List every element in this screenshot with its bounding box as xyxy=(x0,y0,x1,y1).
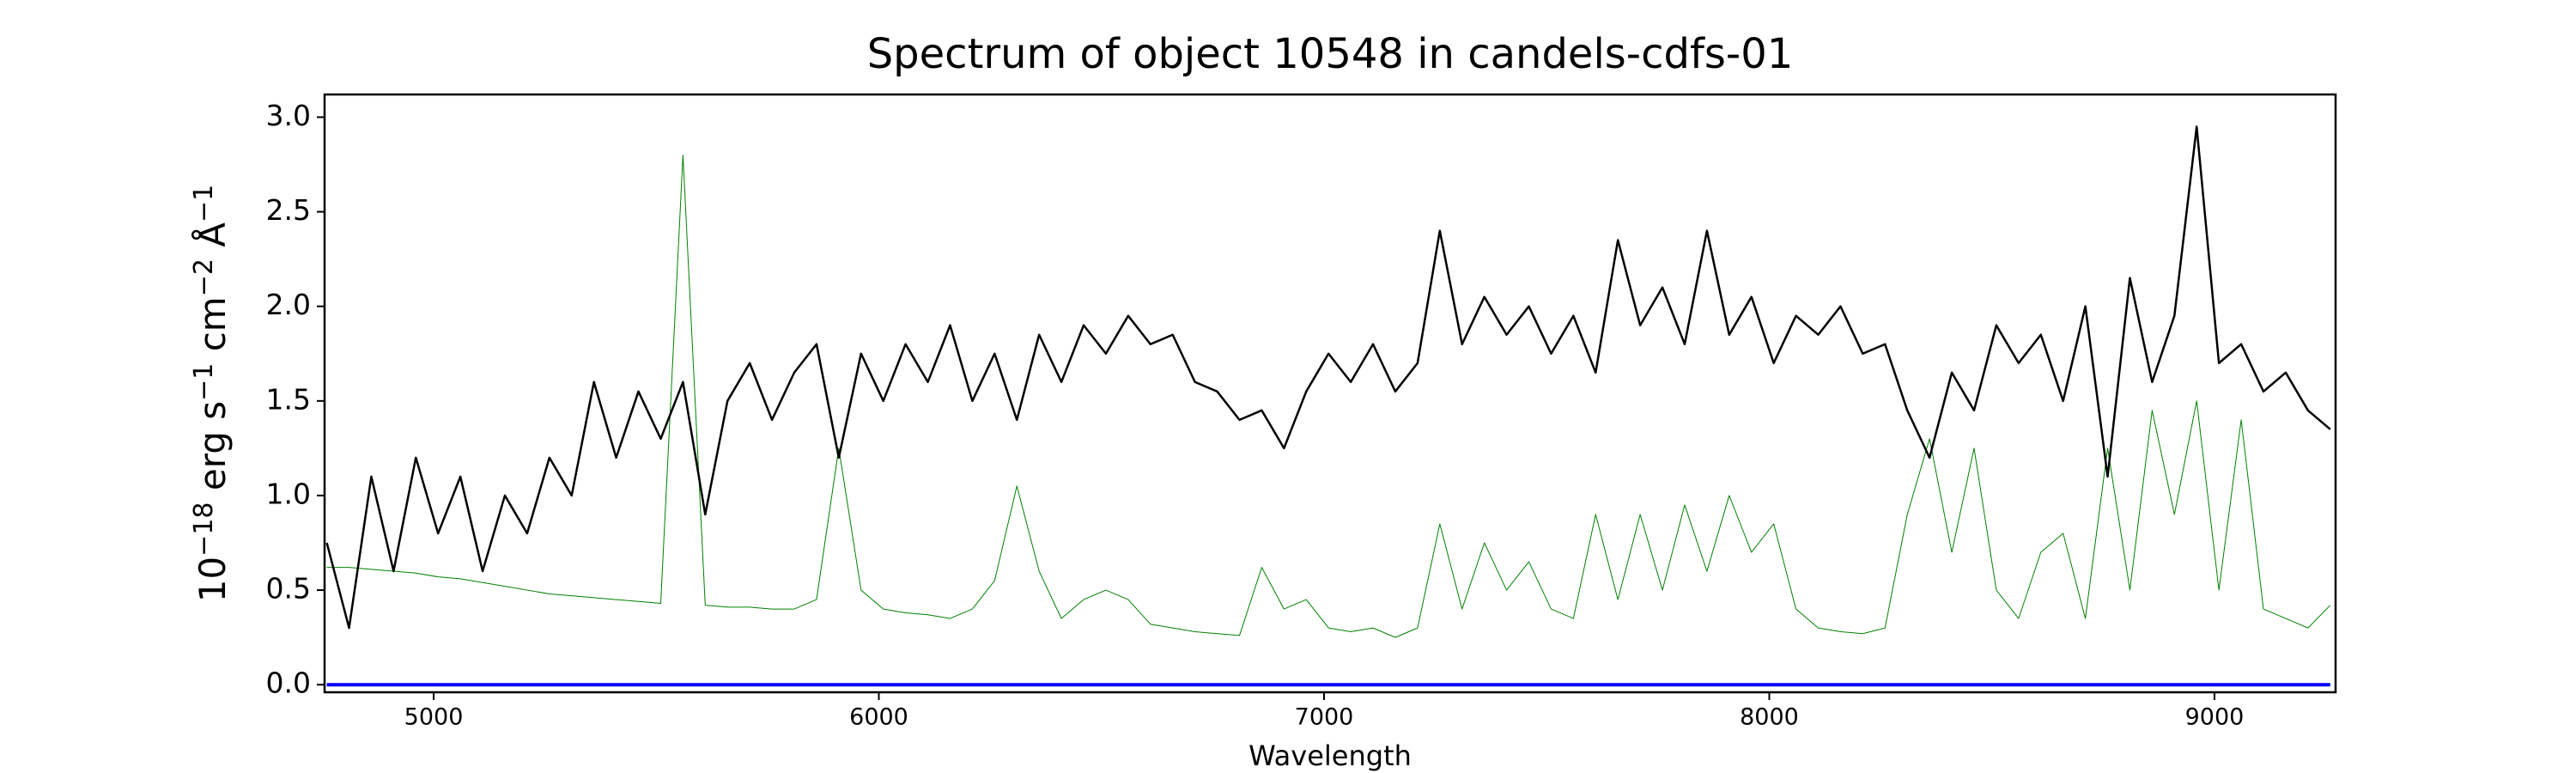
y-axis-label-superscript: −2 xyxy=(189,259,219,296)
series-line xyxy=(326,154,2331,638)
y-axis-label-part: erg s xyxy=(191,401,234,502)
y-axis-label-superscript: −1 xyxy=(189,363,219,401)
plot-frame xyxy=(323,93,2337,694)
chart-title: Spectrum of object 10548 in candels-cdfs… xyxy=(867,30,1794,78)
x-tick-label: 9000 xyxy=(2185,704,2245,731)
x-tick-label: 5000 xyxy=(404,704,464,731)
x-axis-label: Wavelength xyxy=(1249,740,1412,772)
y-axis-label: 10−18 erg s−1 cm−2 Å−1 xyxy=(189,185,234,603)
x-tick-label: 8000 xyxy=(1740,704,1799,731)
y-tick-label: 2.0 xyxy=(266,288,311,321)
y-axis-label-superscript: −1 xyxy=(189,185,219,222)
y-axis-label-superscript: −18 xyxy=(189,502,219,557)
y-tick-label: 0.0 xyxy=(266,666,311,700)
y-axis-label-part: Å xyxy=(191,222,234,259)
y-axis-label-part: cm xyxy=(191,296,234,362)
y-axis-label-part: 10 xyxy=(191,557,234,602)
y-tick-label: 2.5 xyxy=(266,193,311,227)
x-tick-label: 7000 xyxy=(1295,704,1354,731)
x-tick-label: 6000 xyxy=(849,704,908,731)
y-tick-label: 1.5 xyxy=(266,382,311,416)
y-tick-label: 3.0 xyxy=(266,99,311,132)
y-tick-label: 0.5 xyxy=(266,572,311,606)
y-tick-label: 1.0 xyxy=(266,477,311,510)
series-line xyxy=(325,125,2331,630)
